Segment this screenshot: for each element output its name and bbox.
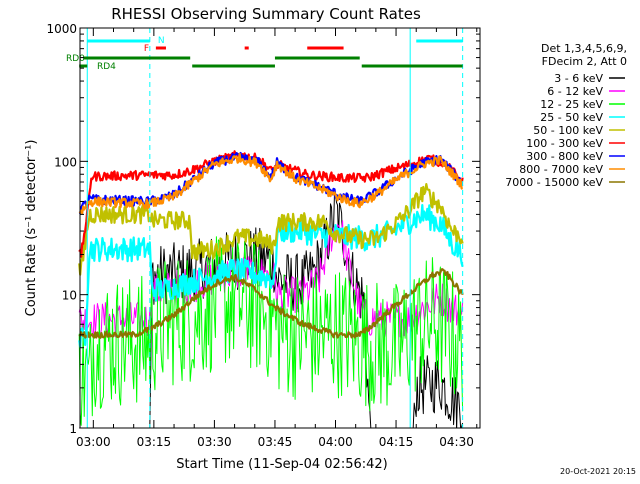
- x-tick-label-5: 04:15: [379, 435, 414, 449]
- legend-entry-1: 6 - 12 keV: [547, 85, 603, 98]
- legend-entry-8: 7000 - 15000 keV: [505, 176, 603, 189]
- series-line-4: [78, 183, 464, 276]
- chart-title: RHESSI Observing Summary Count Rates: [111, 5, 421, 23]
- y-axis-label: Count Rate (s⁻¹ detector⁻¹): [24, 140, 39, 317]
- y-tick-label-0: 1: [69, 422, 77, 436]
- flag-label-rd4: RD4: [97, 62, 116, 72]
- legend-entry-3: 25 - 50 keV: [540, 111, 603, 124]
- timestamp: 20-Oct-2021 20:15: [560, 467, 636, 476]
- x-tick-label-1: 03:15: [137, 435, 172, 449]
- legend-entry-7: 800 - 7000 keV: [519, 163, 603, 176]
- series-line-2: [78, 236, 464, 426]
- series-line-7: [78, 152, 464, 215]
- x-tick-label-0: 03:00: [76, 435, 111, 449]
- legend-entry-6: 300 - 800 keV: [526, 150, 603, 163]
- y-tick-label-3: 1000: [46, 22, 77, 36]
- series-line-3: [78, 204, 464, 349]
- y-tick-label-2: 100: [54, 155, 77, 169]
- legend-entry-4: 50 - 100 keV: [533, 124, 603, 137]
- series-line-8: [78, 268, 464, 339]
- flag-label-f: F: [144, 44, 149, 54]
- legend-header-1: FDecim 2, Att 0: [542, 55, 627, 68]
- legend-entry-0: 3 - 6 keV: [554, 72, 603, 85]
- x-axis-label: Start Time (11-Sep-04 02:56:42): [176, 457, 387, 472]
- y-tick-label-1: 10: [62, 289, 77, 303]
- x-tick-label-6: 04:30: [439, 435, 474, 449]
- x-tick-label-2: 03:30: [197, 435, 232, 449]
- x-tick-label-4: 04:00: [318, 435, 353, 449]
- series-line-5: [78, 150, 464, 258]
- x-tick-label-3: 03:45: [258, 435, 293, 449]
- plot-frame: [79, 27, 481, 429]
- flag-label-n: N: [158, 36, 165, 46]
- legend-entry-2: 12 - 25 keV: [540, 98, 603, 111]
- flag-label-rd0: RD0: [66, 54, 85, 64]
- legend-header-0: Det 1,3,4,5,6,9,: [541, 42, 627, 55]
- legend-entry-5: 100 - 300 keV: [526, 137, 603, 150]
